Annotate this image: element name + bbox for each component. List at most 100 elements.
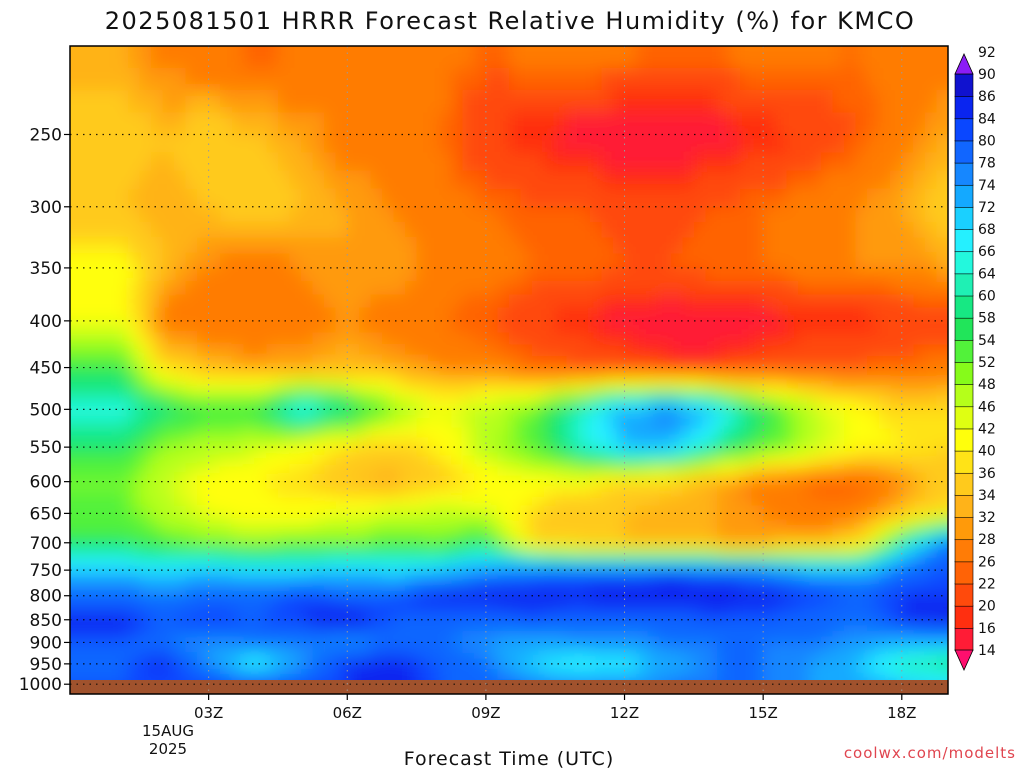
heatmap-cell [162, 409, 175, 420]
heatmap-cell [393, 355, 406, 369]
heatmap-cell [855, 613, 868, 621]
heatmap-cell [901, 437, 915, 448]
heatmap-cell [220, 542, 233, 551]
heatmap-cell [820, 513, 834, 522]
heatmap-cell [439, 513, 453, 522]
heatmap-cell [358, 636, 372, 644]
heatmap-cell [312, 674, 325, 680]
heatmap-cell [174, 307, 187, 322]
heatmap-cell [509, 252, 522, 269]
heatmap-cell [509, 378, 522, 390]
heatmap-cell [647, 658, 660, 665]
heatmap-cell [659, 601, 672, 609]
heatmap-cell [728, 188, 741, 208]
heatmap-cell [162, 206, 175, 223]
heatmap-cell [139, 528, 152, 537]
heatmap-cell [301, 619, 314, 627]
heatmap-cell [485, 222, 499, 239]
heatmap-cell [428, 206, 441, 223]
heatmap-cell [705, 428, 718, 439]
heatmap-cell [312, 625, 325, 632]
heatmap-cell [636, 669, 649, 675]
heatmap-cell [786, 294, 799, 309]
heatmap-cell [844, 134, 857, 154]
heatmap-cell [670, 437, 684, 448]
heatmap-cell [197, 134, 210, 154]
heatmap-cell [405, 589, 418, 597]
heatmap-cell [670, 607, 684, 615]
heatmap-cell [936, 549, 948, 558]
heatmap-cell [543, 607, 557, 615]
heatmap-cell [312, 388, 325, 400]
heatmap-cell [127, 398, 141, 411]
heatmap-cell [266, 418, 279, 429]
heatmap-cell [335, 464, 349, 474]
heatmap-cell [416, 252, 429, 269]
heatmap-cell [358, 647, 372, 654]
heatmap-cell [636, 437, 649, 448]
heatmap-cell [243, 267, 256, 282]
heatmap-cell [809, 464, 822, 474]
heatmap-cell [543, 294, 557, 309]
heatmap-cell [878, 607, 892, 615]
heatmap-cell [613, 489, 626, 499]
heatmap-cell [485, 206, 499, 223]
heatmap-cell [774, 418, 788, 429]
heatmap-cell [566, 636, 580, 644]
heatmap-cell [820, 595, 834, 603]
heatmap-cell [347, 409, 360, 420]
heatmap-cell [659, 481, 672, 491]
heatmap-cell [301, 170, 314, 190]
heatmap-cell [716, 642, 730, 649]
heatmap-cell [335, 378, 349, 390]
heatmap-cell [428, 520, 441, 529]
heatmap-cell [520, 513, 533, 522]
heatmap-cell [809, 355, 822, 369]
heatmap-cell [231, 294, 245, 309]
heatmap-cell [220, 68, 233, 91]
heatmap-cell [254, 669, 268, 675]
heatmap-cell [416, 505, 429, 515]
heatmap-cell [948, 669, 979, 675]
heatmap-cell [312, 320, 325, 334]
heatmap-cell [220, 90, 233, 114]
heatmap-cell [127, 631, 141, 638]
heatmap-cell [70, 418, 129, 429]
heatmap-cell [763, 647, 776, 654]
heatmap-cell [901, 625, 915, 632]
heatmap-cell [289, 613, 302, 621]
heatmap-cell [613, 388, 626, 400]
heatmap-cell [462, 642, 476, 649]
heatmap-cell [786, 528, 799, 537]
heatmap-cell [254, 595, 268, 603]
heatmap-cell [231, 332, 245, 345]
heatmap-cell [659, 267, 672, 282]
heatmap-cell [647, 294, 660, 309]
heatmap-cell [416, 112, 429, 136]
heatmap-cell [150, 674, 164, 680]
heatmap-cell [936, 237, 948, 254]
heatmap-cell [555, 281, 568, 296]
heatmap-cell [867, 607, 880, 615]
heatmap-cell [197, 497, 210, 507]
heatmap-cell [890, 428, 903, 439]
heatmap-cell [670, 447, 684, 457]
heatmap-cell [474, 647, 487, 654]
heatmap-cell [127, 437, 141, 448]
heatmap-cell [139, 582, 152, 591]
heatmap-cell [705, 152, 718, 172]
heatmap-cell [901, 447, 915, 457]
heatmap-cell [555, 658, 568, 665]
heatmap-cell [636, 398, 649, 411]
heatmap-cell [474, 570, 487, 578]
heatmap-cell [901, 658, 915, 665]
heatmap-cell [405, 636, 418, 644]
heatmap-cell [208, 418, 221, 429]
heatmap-cell [693, 437, 707, 448]
heatmap-cell [416, 625, 429, 632]
heatmap-cell [405, 528, 418, 537]
heatmap-cell [797, 455, 811, 466]
heatmap-cell [266, 658, 279, 665]
heatmap-cell [890, 601, 903, 609]
heatmap-cell [820, 674, 834, 680]
